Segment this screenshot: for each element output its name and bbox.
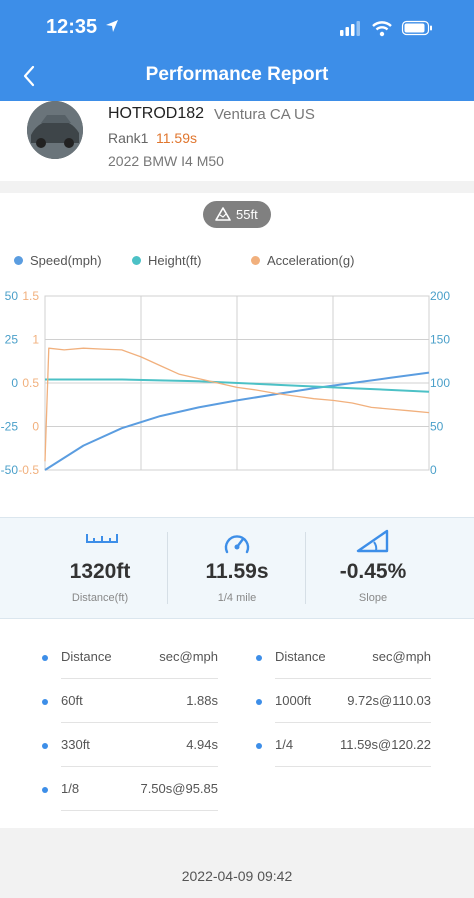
stat-distance-value: 1320ft: [69, 560, 131, 583]
legend-height: Height(ft): [148, 253, 202, 268]
stat-slope: -0.45% Slope: [294, 518, 452, 618]
list-bullet: [42, 655, 48, 661]
axis-tick-label: 100: [430, 376, 450, 390]
speed-series-line: [44, 371, 430, 471]
row-divider: [61, 810, 218, 811]
stat-slope-value: -0.45%: [339, 560, 407, 583]
acceleration-series-line: [44, 347, 430, 462]
header-distance-left: Distance: [61, 649, 112, 664]
elevation-badge: 55ft: [203, 201, 271, 228]
row-divider: [275, 678, 431, 679]
axis-tick-label: 0.5: [22, 376, 39, 390]
split-result: 9.72s@110.03: [347, 693, 431, 708]
row-divider: [275, 766, 431, 767]
app-header: 12:35 Performance Report: [0, 0, 474, 101]
profile-section: HOTROD182 Ventura CA US Rank1 11.59s 202…: [0, 101, 474, 181]
signal-icon: [340, 21, 360, 36]
header-result-left: sec@mph: [159, 649, 218, 664]
status-time: 12:35: [46, 16, 98, 38]
height-series-line: [45, 378, 430, 393]
stat-distance-label: Distance(ft): [71, 592, 129, 604]
avatar[interactable]: [27, 101, 83, 159]
split-result: 4.94s: [186, 737, 218, 752]
stat-divider: [305, 532, 306, 604]
status-icons: [340, 18, 440, 38]
row-divider: [61, 766, 218, 767]
list-bullet: [256, 699, 262, 705]
acceleration-legend-dot: [251, 256, 260, 265]
stat-time: 11.59s 1/4 mile: [158, 518, 316, 618]
speed-legend-dot: [14, 256, 23, 265]
stat-distance: 1320ft Distance(ft): [21, 518, 179, 618]
list-bullet: [42, 787, 48, 793]
elevation-label: 55ft: [236, 207, 258, 222]
split-distance: 1/4: [275, 737, 294, 752]
mountain-icon: [215, 207, 231, 221]
legend-acceleration: Acceleration(g): [267, 253, 355, 268]
split-distance: 330ft: [61, 737, 90, 752]
ruler-icon: [86, 534, 118, 543]
location-arrow-icon: [106, 20, 118, 32]
axis-tick-label: 50: [430, 420, 444, 434]
wifi-icon: [372, 21, 392, 37]
performance-chart: 50 25 0 -25 -50 1.5 1 0.5 0 -0.5 200 150 100 50 0: [1, 289, 451, 477]
row-divider: [61, 722, 218, 723]
speedometer-icon: [224, 535, 250, 554]
location-text: Ventura CA US: [214, 106, 315, 123]
splits-table: Distance sec@mph 60ft 1.88s 330ft 4.94s …: [0, 618, 474, 828]
row-divider: [275, 722, 431, 723]
list-bullet: [256, 655, 262, 661]
rank-label: Rank1: [108, 130, 149, 146]
chart-series: [44, 347, 430, 471]
page-title: Performance Report: [145, 64, 329, 85]
section-divider: [0, 181, 474, 193]
stats-panel: 1320ft Distance(ft) 11.59s 1/4 mile -0.4…: [0, 517, 474, 619]
stat-divider: [167, 532, 168, 604]
split-distance: 60ft: [61, 693, 83, 708]
split-distance: 1000ft: [275, 693, 312, 708]
axis-tick-label: 50: [5, 289, 19, 303]
split-result: 7.50s@95.85: [140, 781, 218, 796]
axis-tick-label: 0: [430, 463, 437, 477]
battery-icon: [401, 20, 432, 36]
axis-tick-label: 1: [32, 333, 39, 347]
stat-time-label: 1/4 mile: [217, 592, 257, 604]
report-date: 2022-04-09 09:42: [181, 868, 293, 884]
header-result-right: sec@mph: [372, 649, 431, 664]
axis-tick-label: 0: [11, 376, 18, 390]
axis-tick-label: -0.5: [18, 463, 39, 477]
list-bullet: [42, 699, 48, 705]
back-icon[interactable]: [18, 64, 42, 88]
split-distance: 1/8: [61, 781, 80, 796]
split-result: 1.88s: [186, 693, 218, 708]
chart-ticks: 50 25 0 -25 -50 1.5 1 0.5 0 -0.5 200 150 100 50 0: [1, 289, 451, 477]
header-distance-right: Distance: [275, 649, 326, 664]
footer: 2022-04-09 09:42: [0, 828, 474, 898]
axis-tick-label: -25: [1, 420, 19, 434]
car-photo-icon: [27, 101, 83, 159]
legend-speed: Speed(mph): [30, 253, 102, 268]
slope-icon: [356, 529, 389, 553]
stat-slope-label: Slope: [358, 592, 388, 604]
axis-tick-label: 0: [32, 420, 39, 434]
axis-tick-label: 1.5: [22, 289, 39, 303]
axis-tick-label: 25: [5, 333, 19, 347]
axis-tick-label: 150: [430, 333, 450, 347]
stat-time-value: 11.59s: [205, 560, 269, 583]
axis-tick-label: -50: [1, 463, 19, 477]
list-bullet: [42, 743, 48, 749]
row-divider: [61, 678, 218, 679]
height-legend-dot: [132, 256, 141, 265]
list-bullet: [256, 743, 262, 749]
username: HOTROD182: [108, 105, 205, 122]
split-result: 11.59s@120.22: [339, 737, 431, 752]
car-model: 2022 BMW I4 M50: [108, 153, 224, 169]
axis-tick-label: 200: [430, 289, 450, 303]
rank-time: 11.59s: [156, 130, 197, 146]
